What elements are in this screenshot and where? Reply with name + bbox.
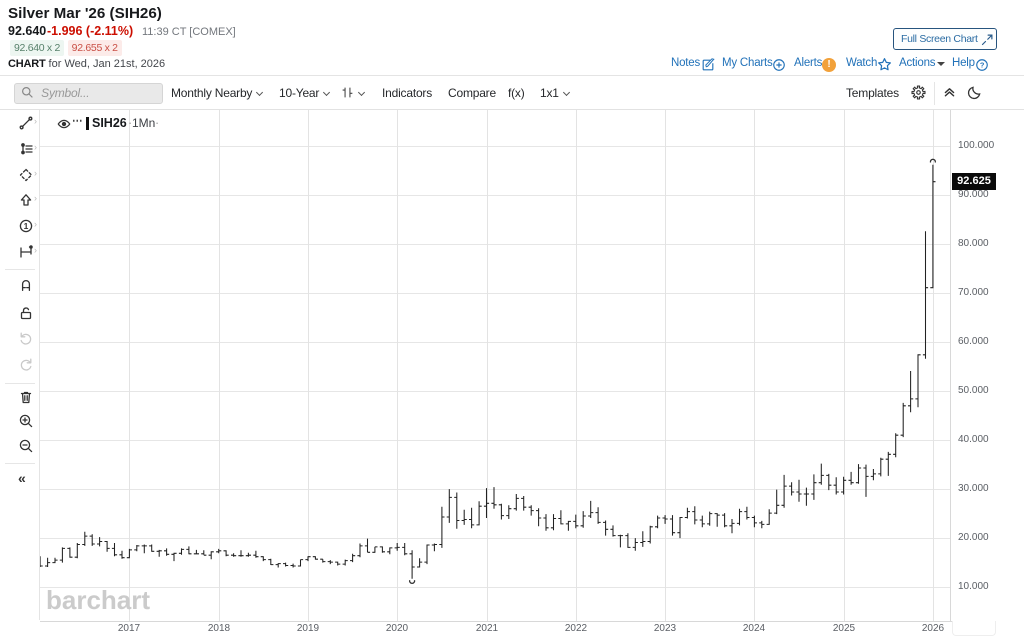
- svg-text:1: 1: [24, 221, 29, 231]
- svg-text:?: ?: [980, 61, 985, 70]
